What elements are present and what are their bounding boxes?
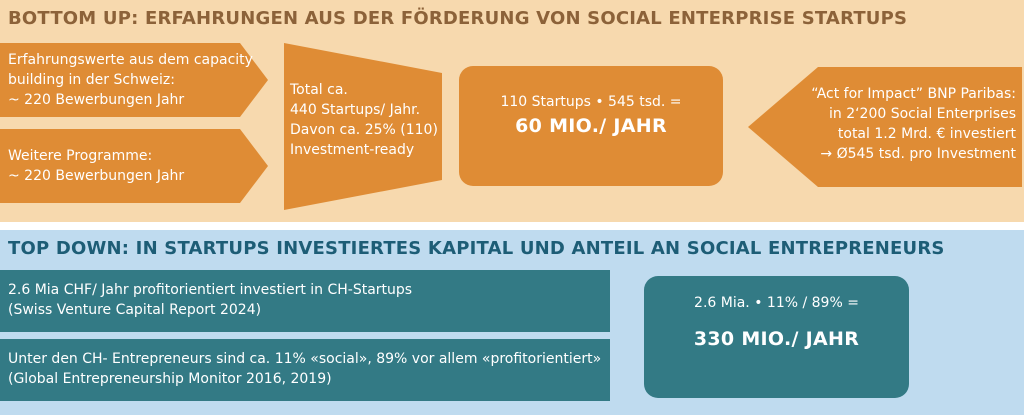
programs-line-1: Weitere Programme:	[8, 148, 153, 164]
vc-report-bar: 2.6 Mia CHF/ Jahr profitorientiert inves…	[0, 270, 610, 332]
bottom-up-result-box	[459, 66, 723, 186]
funnel-line-4: Investment-ready	[290, 142, 415, 158]
act-for-impact-line-1: “Act for Impact” BNP Paribas:	[811, 86, 1016, 102]
experience-arrow	[0, 43, 268, 117]
bottom-up-title: BOTTOM UP: ERFAHRUNGEN AUS DER FÖRDERUNG…	[8, 8, 908, 29]
experience-line-3: ~ 220 Bewerbungen Jahr	[8, 92, 185, 108]
act-for-impact-line-2: in 2‘200 Social Enterprises	[828, 106, 1016, 122]
act-for-impact-line-3: total 1.2 Mrd. € investiert	[837, 126, 1016, 142]
top-down-value: 330 MIO./ JAHR	[693, 328, 860, 350]
bottom-up-value: 60 MIO./ JAHR	[515, 115, 667, 137]
vc-report-line-1: 2.6 Mia CHF/ Jahr profitorientiert inves…	[8, 282, 413, 298]
top-down-title: TOP DOWN: IN STARTUPS INVESTIERTES KAPIT…	[8, 238, 945, 259]
funnel-shape	[284, 43, 442, 210]
funnel-text: Total ca. 440 Startups/ Jahr. Davon ca. …	[290, 80, 438, 160]
funnel-line-2: 440 Startups/ Jahr.	[290, 102, 421, 118]
top-down-result-text: 2.6 Mia. • 11% / 89% = 330 MIO./ JAHR	[644, 293, 909, 349]
programs-arrow-text: Weitere Programme: ~ 220 Bewerbungen Jah…	[8, 146, 184, 186]
act-for-impact-text: “Act for Impact” BNP Paribas: in 2‘200 S…	[811, 84, 1016, 164]
top-down-result-box	[644, 276, 909, 398]
experience-line-2: building in der Schweiz:	[8, 72, 175, 88]
programs-arrow	[0, 129, 268, 203]
bottom-up-formula: 110 Startups • 545 tsd. =	[500, 94, 682, 110]
experience-arrow-text: Erfahrungswerte aus dem capacity buildin…	[8, 50, 253, 110]
gem-bar: Unter den CH- Entrepreneurs sind ca. 11%…	[0, 339, 610, 401]
act-for-impact-arrow	[748, 67, 1022, 187]
top-down-formula: 2.6 Mia. • 11% / 89% =	[694, 295, 859, 311]
gem-text: Unter den CH- Entrepreneurs sind ca. 11%…	[8, 349, 601, 389]
bottom-up-result-text: 110 Startups • 545 tsd. = 60 MIO./ JAHR	[459, 92, 723, 136]
experience-line-1: Erfahrungswerte aus dem capacity	[8, 52, 253, 68]
funnel-line-3: Davon ca. 25% (110)	[290, 122, 438, 138]
vc-report-text: 2.6 Mia CHF/ Jahr profitorientiert inves…	[8, 280, 412, 320]
gem-line-2: (Global Entrepreneurship Monitor 2016, 2…	[8, 371, 332, 387]
vc-report-line-2: (Swiss Venture Capital Report 2024)	[8, 302, 262, 318]
act-for-impact-line-4: → Ø545 tsd. pro Investment	[820, 146, 1016, 162]
programs-line-2: ~ 220 Bewerbungen Jahr	[8, 168, 185, 184]
gem-line-1: Unter den CH- Entrepreneurs sind ca. 11%…	[8, 351, 602, 367]
funnel-line-1: Total ca.	[290, 82, 348, 98]
